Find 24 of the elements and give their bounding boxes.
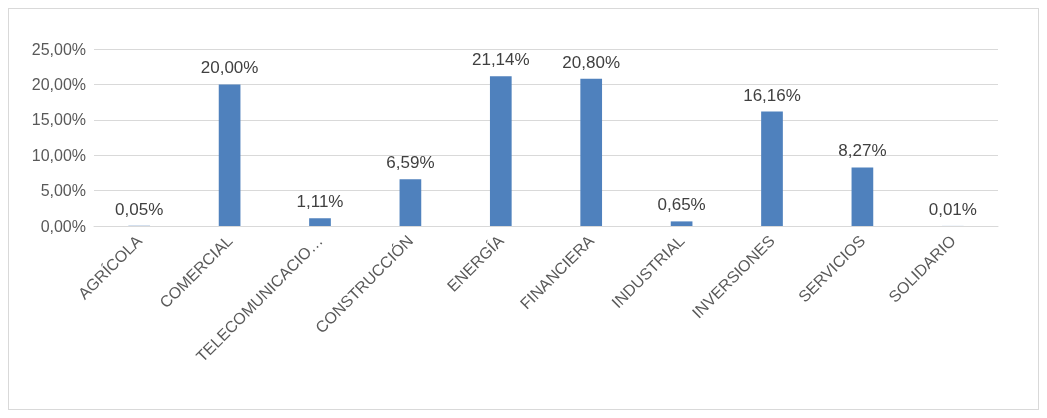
y-tick-label: 0,00% xyxy=(40,217,86,235)
bar xyxy=(851,167,874,226)
bar xyxy=(399,179,422,226)
data-label: 21,14% xyxy=(471,50,530,70)
y-tick-label: 10,00% xyxy=(31,146,86,164)
bar xyxy=(761,111,783,226)
bar xyxy=(218,84,241,226)
y-tick-label: 5,00% xyxy=(40,182,86,200)
data-label: 6,59% xyxy=(386,153,435,173)
data-label: 16,16% xyxy=(743,85,801,105)
bar xyxy=(670,221,693,226)
y-tick-label: 15,00% xyxy=(31,111,86,129)
data-label: 1,11% xyxy=(296,192,344,212)
data-label: 0,05% xyxy=(115,199,164,219)
y-tick-label: 20,00% xyxy=(31,75,86,93)
data-label: 20,80% xyxy=(562,52,621,72)
bar xyxy=(489,76,512,226)
data-label: 8,27% xyxy=(838,141,887,161)
bar xyxy=(309,218,331,226)
data-label: 0,01% xyxy=(928,199,977,219)
y-tick-label: 25,00% xyxy=(31,40,86,58)
data-label: 0,65% xyxy=(657,195,706,215)
data-label: 20,00% xyxy=(200,58,259,78)
bar xyxy=(580,78,603,226)
